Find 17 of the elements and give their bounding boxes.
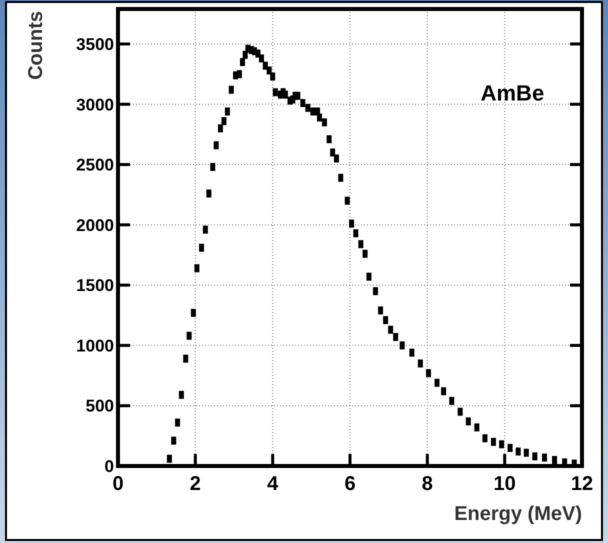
x-tick-label: 12 [570, 473, 594, 495]
y-tick-label: 0 [104, 457, 114, 476]
y-axis-title: Counts [25, 11, 47, 80]
y-tick-label: 2000 [76, 216, 114, 235]
y-tick-label: 500 [86, 396, 114, 416]
x-tick-label: 10 [494, 473, 516, 495]
x-tick-label: 6 [344, 473, 356, 495]
x-tick-label: 4 [267, 473, 280, 495]
y-tick-label: 3000 [76, 95, 114, 114]
x-tick-label: 2 [190, 473, 201, 495]
annotation: AmBe [480, 80, 544, 106]
y-tick-label: 1500 [76, 276, 114, 296]
y-tick-label: 2500 [76, 156, 114, 175]
x-tick-label: 8 [422, 473, 433, 495]
x-axis-title: Energy (MeV) [454, 503, 582, 525]
y-tick-label: 3500 [76, 34, 114, 54]
y-tick-label: 1000 [76, 336, 114, 356]
